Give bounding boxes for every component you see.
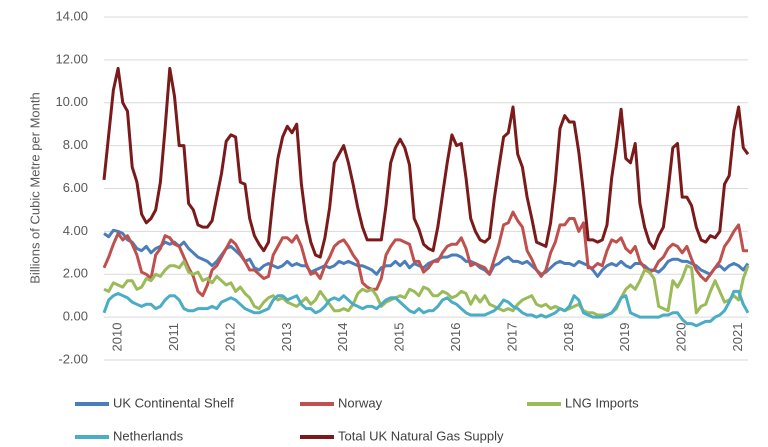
x-tick-label: 2016 [448,323,463,352]
series-line [102,289,750,328]
x-tick-label: 2011 [166,323,181,351]
x-tick-label: 2017 [504,323,519,352]
x-tick-label: 2010 [110,323,125,352]
y-tick-label: 8.00 [63,137,88,152]
y-tick-label: 4.00 [63,223,88,238]
plot-lines [102,66,750,328]
y-axis-title: Billions of Cubic Metre per Month [27,92,42,283]
y-tick-label: -2.00 [58,351,88,366]
series-line [102,66,750,259]
y-tick-label: 6.00 [63,180,88,195]
x-tick-label: 2012 [222,323,237,352]
x-tick-label: 2014 [335,323,350,352]
legend-label: UK Continental Shelf [113,395,234,410]
legend-label: LNG Imports [565,395,639,410]
y-tick-label: 12.00 [55,51,88,66]
legend-label: Total UK Natural Gas Supply [338,428,504,443]
x-tick-label: 2020 [674,323,689,352]
x-tick-label: 2018 [561,323,576,352]
y-tick-label: 0.00 [63,309,88,324]
x-tick-label: 2021 [730,323,745,352]
series-line [103,259,750,317]
y-tick-label: 14.00 [55,8,88,23]
y-tick-label: 2.00 [63,266,88,281]
legend-label: Norway [338,395,383,410]
y-tick-label: 10.00 [55,94,88,109]
series-line [102,210,748,298]
x-tick-label: 2019 [617,323,632,352]
x-tick-label: 2013 [279,323,294,352]
legend: UK Continental Shelf Norway LNG Imports Net… [75,395,639,443]
legend-label: Netherlands [113,428,184,443]
x-tick-label: 2015 [392,323,407,352]
